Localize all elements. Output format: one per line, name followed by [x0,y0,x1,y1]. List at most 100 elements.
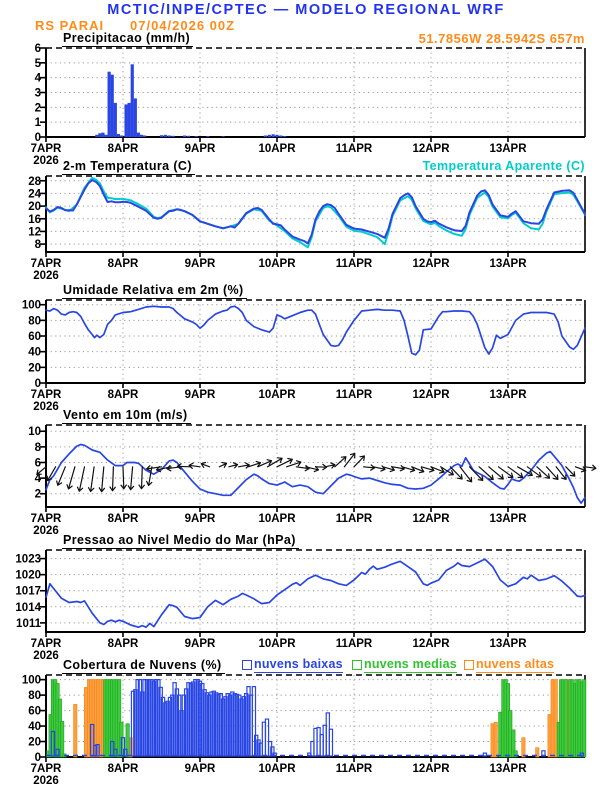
y-tick-label: 80 [28,315,41,327]
x-tick-label: 10APR [258,763,296,775]
x-tick-label: 7APR [31,513,62,525]
cloud-bar-medias [117,679,122,758]
x-tick-label: 8APR [108,143,139,155]
station-label: RS PARAI [35,18,105,33]
wind-vector-arrow-icon [228,462,239,469]
x-tick-label: 8APR [108,258,139,270]
precip-bar [275,134,279,137]
precip-bar [221,136,225,137]
wind-vector-arrow-icon [257,459,273,468]
cloud-bar-baixas [151,680,156,757]
cloud-bar-baixas [213,692,219,757]
cloud-bar-baixas [211,690,217,757]
x-tick-label: 8APR [108,513,139,525]
wind-vector-arrow-icon [46,466,57,482]
y-tick-label: 80 [28,690,41,702]
y-tick-label: 0 [35,752,41,764]
y-tick-label: 40 [28,347,41,359]
x-tick-label: 13APR [489,513,527,525]
x-tick-label: 13APR [489,638,527,650]
precip-bar [267,134,271,137]
x-tick-label: 12APR [412,638,450,650]
cloud-bar-baixas [149,678,154,757]
x-tick-label: 11APR [336,513,373,525]
wind-vector-arrow-icon [276,457,293,468]
wind-vector-arrow-icon [536,466,551,479]
x-tick-label: 9APR [185,513,216,525]
precip-bar [95,134,99,137]
cloud-bar-baixas [140,691,145,757]
precip-bar [283,136,287,137]
cloud-bar-baixas [220,698,226,757]
precip-bar [163,134,167,137]
wind-vector-arrow-icon [66,466,76,490]
x-tick-label: 9APR [185,389,216,401]
panel-title-pressure: Pressao ao Nivel Medio do Mar (hPa) [62,533,299,549]
x-tick-label: 9APR [185,638,216,650]
cloud-bar-baixas [202,689,207,757]
wind-vector-arrow-icon [343,452,356,468]
series-velocidade-do-vento [45,443,586,504]
precip-bar [186,135,191,137]
precip-bar [98,133,102,137]
legend-nuvens-altas: nuvens altas [476,657,555,673]
y-tick-label: 60 [28,331,41,343]
x-tick-label: 7APR [31,258,62,270]
precip-bar [136,132,140,137]
precip-bar [167,135,171,137]
cloud-bar-baixas [328,728,334,757]
y-tick-label: 20 [28,737,41,749]
precip-bar [159,135,164,137]
cloud-bar-baixas [183,688,189,757]
wind-vector-arrow-icon [98,466,106,493]
cloud-bar-baixas [113,748,118,757]
y-tick-label: 28 [28,176,41,188]
run-datetime: 07/04/2026 00Z [130,18,236,33]
y-tick-label: 40 [28,721,41,733]
y-tick-label: 3 [35,88,41,100]
series-umidade-relativa [45,305,586,356]
wind-vector-arrow-icon [334,456,347,468]
panel-title-humidity: Umidade Relativa em 2m (%) [62,283,247,299]
panel-precipitation: 0 1 2 3 4 5 6 7APR 8APR 9APR 10APR 11APR 12APR 13APR 2… [31,43,586,167]
y-tick-label: 1017 [15,586,41,598]
cloud-bar-altas [553,679,558,758]
cloud-bar-baixas [130,690,136,757]
x-axis-year-label: 2026 [33,650,59,662]
y-tick-label: 4 [35,73,42,85]
wind-vector-arrow-icon [266,457,283,468]
x-tick-label: 12APR [412,513,450,525]
panel-title-clouds: Cobertura de Nuvens (%) [62,658,225,674]
wind-vector-arrow-icon [87,466,95,493]
x-tick-label: 13APR [489,763,527,775]
panel-pressure: 1011 1014 1017 1020 1023 7APR 8APR 9APR 10APR 11A… [15,549,586,662]
x-tick-label: 9APR [185,763,216,775]
cloud-bar-altas [73,704,78,758]
series-pressao [45,558,586,629]
wind-vector-arrow-icon [353,455,365,468]
cloud-bar-baixas [223,696,228,757]
legend-temperatura-aparente: Temperatura Aparente (C) [422,159,585,173]
cloud-bar-baixas [177,694,182,757]
wind-vector-arrow-icon [56,466,66,486]
y-tick-label: 8 [35,442,42,454]
cloud-bar-baixas [186,682,191,757]
y-tick-label: 6 [35,43,41,55]
x-axis-year-label: 2026 [33,775,59,787]
x-tick-label: 11APR [336,389,373,401]
y-tick-label: 6 [35,457,41,469]
cloud-bar-baixas [256,739,261,757]
wind-vector-arrow-icon [286,460,302,468]
cloud-bar-baixas [195,678,200,757]
wind-vector-arrow-icon [109,466,116,492]
wind-vector-arrow-icon [555,466,567,480]
wind-vector-arrow-icon [478,466,494,481]
cloud-bar-baixas [50,730,56,757]
x-tick-label: 8APR [108,389,139,401]
precip-bar [142,135,147,137]
wind-vector-arrow-icon [565,466,576,477]
precip-bar [206,136,210,137]
wind-vector-arrow-icon [440,466,454,476]
y-tick-label: 0 [35,378,41,390]
